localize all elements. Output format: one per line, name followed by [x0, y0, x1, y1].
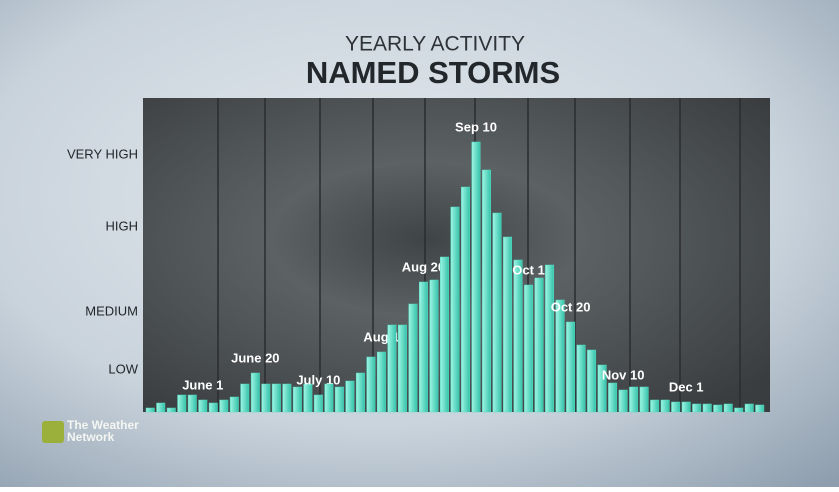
- bar: [618, 389, 628, 413]
- bar: [303, 383, 313, 413]
- bar: [524, 284, 534, 413]
- bar: [334, 386, 344, 413]
- bar: [671, 401, 681, 413]
- bar: [345, 380, 355, 413]
- bar: [681, 401, 691, 413]
- date-label: Oct 20: [551, 299, 591, 314]
- bar: [545, 264, 555, 413]
- y-tick-label: HIGH: [106, 218, 139, 233]
- bar: [156, 402, 166, 413]
- date-label: Dec 1: [669, 379, 704, 394]
- chart-subtitle: NAMED STORMS: [306, 55, 560, 90]
- logo-text: The Weather: [67, 418, 139, 432]
- bar: [744, 403, 754, 413]
- bar: [387, 324, 397, 413]
- logo-icon: [42, 421, 64, 443]
- bar: [492, 212, 502, 413]
- bar: [471, 141, 481, 413]
- bar: [429, 279, 439, 413]
- bar: [292, 386, 302, 413]
- bar: [513, 259, 523, 413]
- bar: [650, 399, 660, 413]
- bar: [282, 383, 292, 413]
- bar: [450, 206, 460, 413]
- bar: [177, 394, 187, 413]
- logo-text: Network: [67, 430, 115, 444]
- y-tick-label: LOW: [108, 361, 138, 376]
- bar: [639, 386, 649, 413]
- date-label: July 10: [296, 372, 340, 387]
- bar: [587, 349, 597, 413]
- date-label: Sep 10: [455, 119, 497, 134]
- bar: [576, 344, 586, 413]
- bar: [145, 407, 155, 413]
- bar: [702, 403, 712, 413]
- bar: [376, 351, 386, 413]
- bar: [261, 383, 271, 413]
- bar: [734, 407, 744, 413]
- bar: [629, 386, 639, 413]
- bar: [440, 256, 449, 413]
- bar: [534, 277, 544, 413]
- bar: [555, 299, 565, 413]
- bar: [503, 236, 512, 413]
- bar: [187, 394, 197, 413]
- bar: [713, 404, 723, 413]
- bar: [271, 383, 281, 413]
- bar: [723, 403, 733, 413]
- bar: [366, 356, 376, 413]
- date-label: Oct 1: [512, 262, 545, 277]
- bar: [324, 383, 334, 413]
- bar: [597, 364, 607, 413]
- bar: [355, 372, 365, 413]
- bar: [166, 407, 176, 413]
- bar: [419, 281, 428, 413]
- bar: [208, 402, 218, 413]
- bar: [482, 169, 491, 413]
- date-label: June 1: [182, 377, 223, 392]
- date-label: June 20: [231, 350, 279, 365]
- y-tick-label: VERY HIGH: [67, 146, 138, 161]
- bar: [398, 324, 407, 413]
- chart-title: YEARLY ACTIVITY: [345, 33, 525, 56]
- date-label: Aug 20: [402, 259, 445, 274]
- bar: [608, 382, 618, 413]
- bar: [660, 399, 670, 413]
- bar: [692, 403, 702, 413]
- bar: [461, 186, 470, 413]
- y-tick-label: MEDIUM: [85, 303, 138, 318]
- bar: [229, 396, 239, 413]
- bar: [240, 383, 250, 413]
- bar: [408, 303, 418, 413]
- bar: [313, 394, 323, 413]
- bar: [219, 399, 229, 413]
- bar: [250, 372, 260, 413]
- date-label: Nov 10: [602, 367, 645, 382]
- bar: [566, 321, 576, 413]
- bar: [198, 399, 208, 413]
- bar: [755, 404, 765, 413]
